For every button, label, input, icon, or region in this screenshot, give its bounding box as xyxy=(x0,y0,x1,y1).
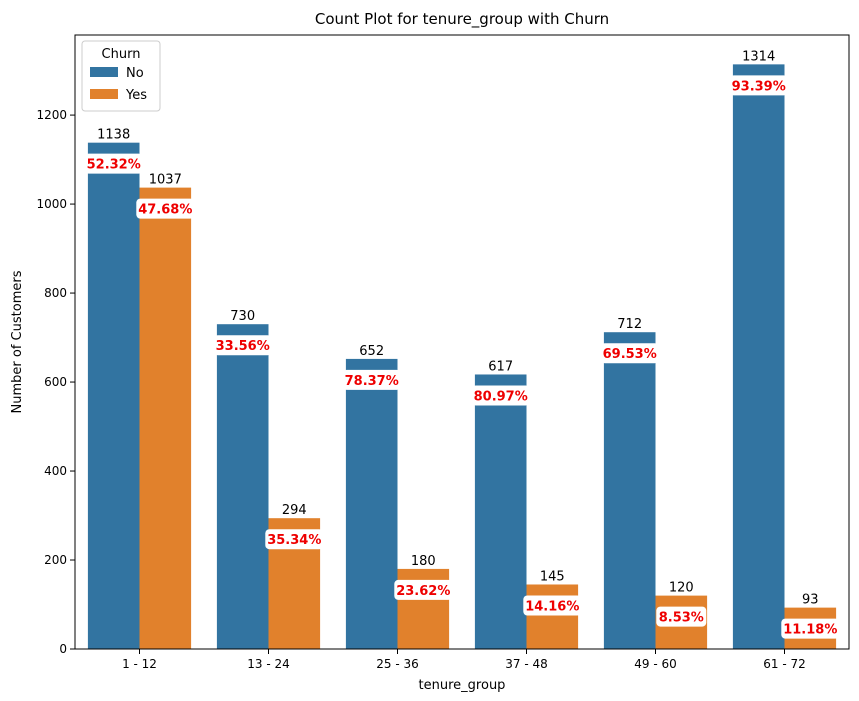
bar-no-1 xyxy=(216,324,269,649)
percent-label-yes-0: 47.68% xyxy=(138,203,192,218)
x-axis-label: tenure_group xyxy=(419,678,506,693)
percent-label-no-2: 78.37% xyxy=(345,374,399,389)
legend: Churn No Yes xyxy=(81,40,161,112)
y-tick-label-5: 1000 xyxy=(36,197,67,211)
y-tick-label-6: 1200 xyxy=(36,108,67,122)
plot-frame xyxy=(74,34,850,650)
value-label-yes-1: 294 xyxy=(282,503,307,518)
percent-label-no-4: 69.53% xyxy=(603,347,657,362)
percent-label-no-3: 80.97% xyxy=(474,389,528,404)
percent-box-no-2 xyxy=(342,369,401,390)
percent-box-yes-5 xyxy=(781,618,840,639)
y-tick-label-1: 200 xyxy=(44,553,67,567)
bar-yes-0 xyxy=(139,187,192,649)
x-tick-label-4: 49 - 60 xyxy=(634,657,677,671)
x-tick-label-1: 13 - 24 xyxy=(247,657,290,671)
value-label-yes-5: 93 xyxy=(802,593,819,608)
percent-label-yes-3: 14.16% xyxy=(525,599,579,614)
percent-box-no-4 xyxy=(600,343,659,364)
value-label-yes-4: 120 xyxy=(669,581,694,596)
legend-swatch-yes xyxy=(90,89,118,99)
y-tick-label-0: 0 xyxy=(59,642,67,656)
y-tick-label-4: 800 xyxy=(44,286,67,300)
value-label-no-1: 730 xyxy=(230,309,255,324)
percent-label-yes-2: 23.62% xyxy=(396,584,450,599)
legend-label-yes: Yes xyxy=(125,88,147,103)
labels-layer: 1138 52.32% 1037 47.68% 730 33.56% 294 35.34% 65… xyxy=(84,49,840,639)
y-tick-label-3: 600 xyxy=(44,375,67,389)
bar-no-4 xyxy=(603,332,656,649)
percent-label-yes-5: 11.18% xyxy=(783,623,837,638)
y-tick-label-2: 400 xyxy=(44,464,67,478)
percent-label-no-0: 52.32% xyxy=(87,158,141,173)
legend-label-no: No xyxy=(126,66,144,81)
bar-yes-3 xyxy=(526,584,579,649)
value-label-no-3: 617 xyxy=(488,359,513,374)
x-tick-label-2: 25 - 36 xyxy=(376,657,419,671)
percent-box-no-0 xyxy=(84,153,143,174)
axes-layer: 1 - 12 13 - 24 25 - 36 37 - 48 49 - 60 61 - 7… xyxy=(36,34,850,671)
bar-no-3 xyxy=(474,374,527,649)
x-tick-label-5: 61 - 72 xyxy=(763,657,806,671)
percent-label-no-1: 33.56% xyxy=(216,339,270,354)
percent-box-yes-2 xyxy=(394,579,453,600)
bars-layer xyxy=(87,64,837,649)
percent-box-yes-3 xyxy=(523,595,582,616)
value-label-no-2: 652 xyxy=(359,344,384,359)
x-tick-label-3: 37 - 48 xyxy=(505,657,548,671)
percent-box-no-1 xyxy=(213,335,272,356)
percent-label-no-5: 93.39% xyxy=(732,79,786,94)
percent-box-yes-1 xyxy=(265,529,324,550)
percent-box-yes-0 xyxy=(136,198,195,219)
value-label-yes-0: 1037 xyxy=(149,173,182,188)
x-tick-label-0: 1 - 12 xyxy=(122,657,157,671)
percent-label-yes-4: 8.53% xyxy=(659,611,704,626)
chart-title: Count Plot for tenure_group with Churn xyxy=(315,10,609,29)
y-axis-label: Number of Customers xyxy=(10,270,25,413)
bar-no-5 xyxy=(732,64,785,649)
bar-no-0 xyxy=(87,142,140,649)
value-label-no-0: 1138 xyxy=(97,128,130,143)
value-label-yes-2: 180 xyxy=(411,554,436,569)
value-label-no-4: 712 xyxy=(617,317,642,332)
percent-box-no-5 xyxy=(729,75,788,96)
legend-title: Churn xyxy=(102,47,141,62)
value-label-yes-3: 145 xyxy=(540,569,565,584)
bar-no-2 xyxy=(345,358,398,649)
percent-label-yes-1: 35.34% xyxy=(267,533,321,548)
value-label-no-5: 1314 xyxy=(742,49,775,64)
percent-box-no-3 xyxy=(471,385,530,406)
percent-box-yes-4 xyxy=(656,606,707,627)
legend-swatch-no xyxy=(90,67,118,77)
